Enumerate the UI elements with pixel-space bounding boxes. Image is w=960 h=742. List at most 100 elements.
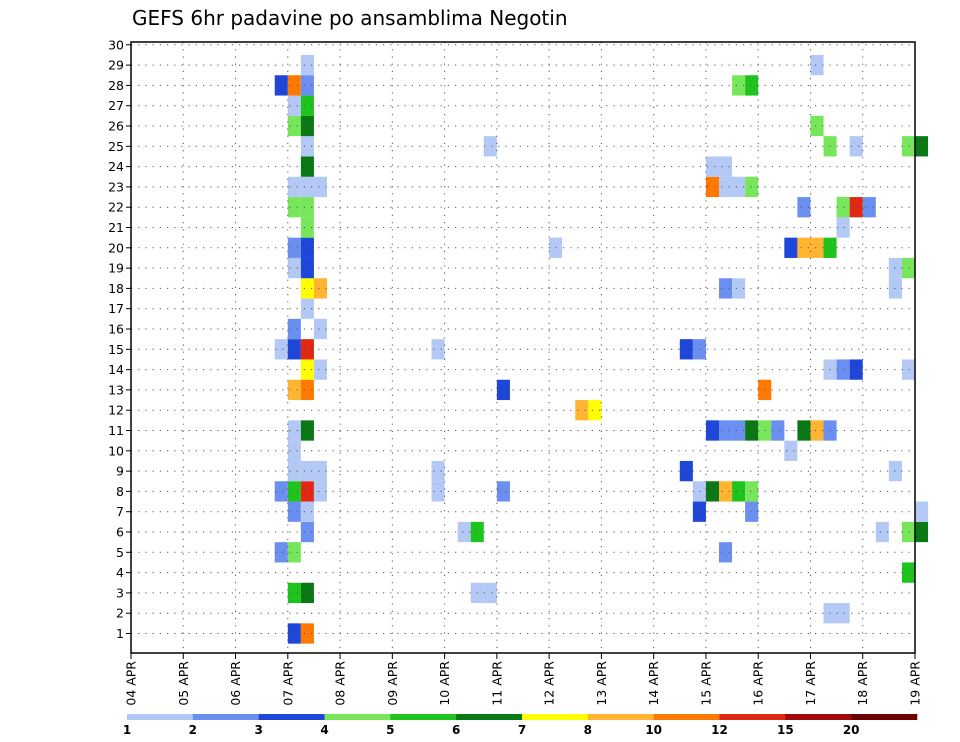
y-tick-label: 17 (108, 301, 124, 316)
heatmap-cell (483, 136, 497, 157)
heatmap-cell (496, 379, 510, 401)
heatmap-cell (313, 460, 327, 482)
heatmap-cell (300, 217, 314, 238)
heatmap-cell (300, 95, 314, 116)
heatmap-cell (300, 623, 314, 644)
y-tick-label: 27 (108, 98, 124, 113)
heatmap-cell (457, 521, 471, 543)
y-tick-label: 18 (108, 281, 124, 296)
x-tick-label: 05 APR (176, 661, 191, 706)
heatmap-cell (300, 501, 314, 522)
heatmap-cell (915, 521, 929, 543)
y-axis-ticks: 1234567891011121314151617181920212223242… (108, 37, 131, 641)
colorbar-tick-label: 12 (711, 723, 728, 737)
heatmap-cell (901, 521, 915, 543)
colorbar-swatch (127, 714, 194, 720)
y-tick-label: 28 (108, 78, 124, 93)
y-tick-label: 14 (108, 362, 124, 377)
heatmap-cell (287, 318, 301, 340)
heatmap-cell (888, 460, 902, 482)
heatmap-cell (732, 420, 746, 441)
x-tick-label: 19 APR (908, 661, 923, 706)
heatmap-cell (745, 176, 759, 198)
colorbar-tick-label: 10 (645, 723, 662, 737)
plot-frame (130, 41, 916, 654)
heatmap-cell (287, 460, 301, 482)
colorbar-tick-label: 6 (452, 723, 460, 737)
heatmap-cell (287, 339, 301, 360)
heatmap-cell (862, 197, 876, 218)
heatmap-cell (732, 278, 746, 299)
heatmap-cell (836, 217, 850, 238)
colorbar-swatch (522, 714, 589, 720)
colorbar-swatch (587, 714, 654, 720)
heatmap-cell (575, 400, 589, 421)
heatmap-cell (745, 501, 759, 522)
heatmap-cell (287, 440, 301, 461)
y-tick-label: 10 (108, 443, 124, 458)
heatmap-cell (300, 257, 314, 279)
colorbar-tick-label: 7 (518, 723, 526, 737)
heatmap-cell (732, 481, 746, 502)
heatmap-cell (719, 481, 733, 502)
heatmap-cell (274, 542, 288, 563)
heatmap-cell (849, 136, 863, 157)
heatmap-cell (692, 339, 706, 360)
heatmap-cell (300, 54, 314, 76)
heatmap-cell (287, 420, 301, 441)
heatmap-cell (915, 501, 929, 522)
heatmap-cell (901, 562, 915, 583)
heatmap-cell (483, 582, 497, 604)
heatmap-cell (300, 197, 314, 218)
x-tick-label: 09 APR (385, 661, 400, 706)
heatmap-cell (810, 237, 824, 258)
heatmap-cell (300, 420, 314, 441)
y-tick-label: 29 (108, 58, 124, 73)
y-tick-label: 8 (116, 484, 124, 499)
heatmap-cell (836, 359, 850, 380)
colorbar-tick-label: 3 (254, 723, 262, 737)
heatmap-cell (705, 156, 719, 177)
y-tick-label: 11 (108, 423, 124, 438)
heatmap-cell (588, 400, 602, 421)
heatmap-cell (300, 481, 314, 502)
y-tick-label: 23 (108, 179, 124, 194)
x-tick-label: 04 APR (124, 661, 139, 706)
colorbar-swatch (851, 714, 918, 720)
colorbar-tick-label: 5 (386, 723, 394, 737)
colorbar-swatch (719, 714, 786, 720)
heatmap-cell (901, 257, 915, 279)
heatmap-cell (719, 176, 733, 198)
heatmap-cell (300, 237, 314, 258)
heatmap-cell (300, 156, 314, 177)
heatmap-cell (705, 176, 719, 198)
heatmap-cell (784, 440, 798, 461)
colorbar-tick-label: 8 (584, 723, 592, 737)
heatmap-cell (719, 156, 733, 177)
heatmap-cell (300, 278, 314, 299)
heatmap-cell (287, 75, 301, 96)
heatmap-cell (300, 521, 314, 543)
heatmap-cell (287, 481, 301, 502)
x-tick-label: 16 APR (751, 661, 766, 706)
colorbar-legend: 1 2 3 4 5 6 7 8 10 12 15 20 (123, 714, 918, 737)
heatmap-cell (431, 339, 445, 360)
colorbar-swatch (192, 714, 259, 720)
heatmap-cell (705, 420, 719, 441)
heatmap-cell (810, 115, 824, 137)
y-tick-label: 20 (108, 240, 124, 255)
y-tick-label: 25 (108, 139, 124, 154)
colorbar-swatch (653, 714, 720, 720)
heatmap-cell (300, 115, 314, 137)
x-tick-label: 11 APR (489, 661, 504, 706)
heatmap-cell (287, 501, 301, 522)
heatmap-cell (313, 481, 327, 502)
heatmap-cell (300, 379, 314, 401)
heatmap-cell (719, 420, 733, 441)
y-tick-label: 3 (116, 585, 124, 600)
y-tick-label: 22 (108, 200, 124, 215)
heatmap-cell (300, 582, 314, 604)
heatmap-cell (836, 603, 850, 624)
x-tick-label: 12 APR (542, 661, 557, 706)
heatmap-cell (719, 542, 733, 563)
